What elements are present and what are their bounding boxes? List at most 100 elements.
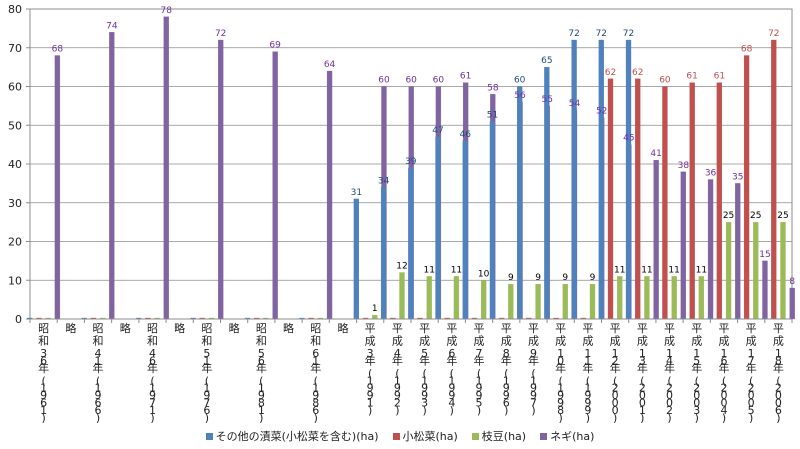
x-tick-char: 1 — [476, 374, 483, 387]
x-tick-char: 1 — [584, 347, 591, 360]
x-tick-char: 年 — [38, 361, 49, 375]
bar — [562, 283, 568, 320]
bar — [735, 183, 741, 320]
x-tick-char: ( — [722, 374, 726, 387]
x-tick-label: 昭和 5 6 年(1 9 8 1) — [256, 322, 267, 424]
x-tick-label: 昭和 3 6 年(1 9 6 1) — [38, 322, 49, 424]
x-tick-char: 9 — [557, 397, 564, 410]
bar — [218, 39, 224, 320]
x-tick-char: 6 — [40, 397, 47, 410]
x-tick-char: 9 — [394, 389, 401, 402]
bar — [163, 16, 169, 320]
x-tick-char: 和 — [256, 335, 267, 348]
x-tick-char: ( — [613, 374, 617, 387]
data-label: 15 — [759, 250, 770, 260]
x-tick-char: 成 — [718, 335, 729, 348]
x-tick-char: 略 — [337, 321, 348, 335]
y-tick-label: 80 — [8, 3, 22, 16]
bar — [716, 82, 723, 320]
x-tick-char: 1 — [693, 347, 700, 360]
x-tick-char: 9 — [394, 382, 401, 395]
x-tick-char: ) — [613, 411, 617, 424]
x-tick-char: 1 — [149, 382, 156, 395]
bar — [435, 136, 441, 320]
x-tick-char: 3 — [421, 397, 428, 410]
x-tick-char: 9 — [40, 389, 47, 402]
x-tick-char: 2 — [612, 382, 619, 395]
bar — [372, 314, 378, 320]
x-tick-char: 年 — [637, 361, 648, 375]
x-tick-char: 略 — [283, 321, 294, 335]
x-tick-char: 0 — [720, 389, 727, 402]
x-tick-char: ( — [667, 374, 671, 387]
x-tick-char: 1 — [258, 404, 265, 417]
x-tick-char: 9 — [312, 389, 319, 402]
x-tick-char: ) — [477, 404, 481, 417]
x-tick-char: 2 — [394, 397, 401, 410]
x-tick-char: 平 — [555, 322, 566, 335]
data-label: 25 — [723, 211, 734, 221]
bar — [453, 276, 460, 320]
x-tick-char: 7 — [530, 397, 537, 410]
x-tick-char: 2 — [693, 382, 700, 395]
bar — [725, 221, 732, 320]
legend-item: ネギ(ha) — [540, 428, 594, 444]
x-tick-char: ) — [422, 404, 426, 417]
x-tick-char: 1 — [612, 347, 619, 360]
x-tick-char: 6 — [312, 347, 319, 360]
x-tick-char: 略 — [229, 321, 240, 335]
x-tick-char: 年 — [773, 361, 784, 375]
x-tick-char: 0 — [639, 389, 646, 402]
bar — [753, 221, 759, 320]
bar — [544, 66, 550, 320]
bar — [589, 283, 596, 320]
data-label: 31 — [351, 188, 362, 198]
x-tick-char: 0 — [693, 397, 700, 410]
bar — [326, 70, 333, 320]
x-tick-char: 年 — [664, 361, 675, 375]
x-tick-char: 0 — [748, 389, 755, 402]
x-tick-char: 0 — [748, 397, 755, 410]
x-tick-char: 和 — [310, 335, 321, 348]
x-tick-char: 1 — [367, 374, 374, 387]
x-tick-char: 0 — [639, 397, 646, 410]
x-tick-char: 9 — [421, 382, 428, 395]
x-tick-label: 平成 6 年(1 9 9 4) — [446, 322, 457, 417]
x-tick-char: ( — [531, 367, 535, 380]
data-label: 72 — [215, 29, 226, 39]
x-tick-char: 和 — [93, 335, 104, 348]
x-tick-label: 平成 1 2 年(2 0 0 0) — [610, 322, 621, 424]
data-label: 41 — [650, 149, 661, 159]
legend-item: その他の漬菜(小松菜を含む)(ha) — [205, 428, 379, 444]
x-tick-char: ) — [722, 411, 726, 424]
x-tick-label: 略 — [65, 321, 76, 335]
x-tick-char: 8 — [312, 397, 319, 410]
x-tick-char: 9 — [503, 382, 510, 395]
x-tick-char: 成 — [610, 335, 621, 348]
data-label: 68 — [52, 45, 64, 55]
x-tick-char: ) — [776, 411, 780, 424]
x-tick-char: 1 — [394, 374, 401, 387]
x-tick-char: 2 — [748, 382, 755, 395]
x-tick-char: 年 — [691, 361, 702, 375]
data-label: 11 — [668, 265, 679, 275]
x-tick-char: 平 — [392, 322, 403, 335]
x-tick-label: 略 — [174, 321, 185, 335]
x-tick-char: ( — [640, 374, 644, 387]
x-tick-char: ) — [314, 411, 318, 424]
x-tick-char: 8 — [557, 404, 564, 417]
data-label: 72 — [768, 29, 779, 39]
x-tick-char: 4 — [720, 404, 727, 417]
x-tick-char: 1 — [639, 404, 646, 417]
x-tick-char: 和 — [147, 335, 158, 348]
bar — [780, 221, 786, 320]
x-tick-char: 7 — [748, 354, 755, 367]
x-tick-label: 平成 1 3 年(2 0 0 1) — [637, 322, 648, 424]
x-tick-char: 6 — [95, 397, 102, 410]
x-tick-char: 昭 — [147, 322, 158, 335]
x-tick-char: 年 — [147, 361, 158, 375]
x-tick-char: 1 — [666, 347, 673, 360]
x-tick-char: 9 — [421, 389, 428, 402]
x-tick-char: 6 — [503, 397, 510, 410]
bars — [27, 16, 795, 320]
